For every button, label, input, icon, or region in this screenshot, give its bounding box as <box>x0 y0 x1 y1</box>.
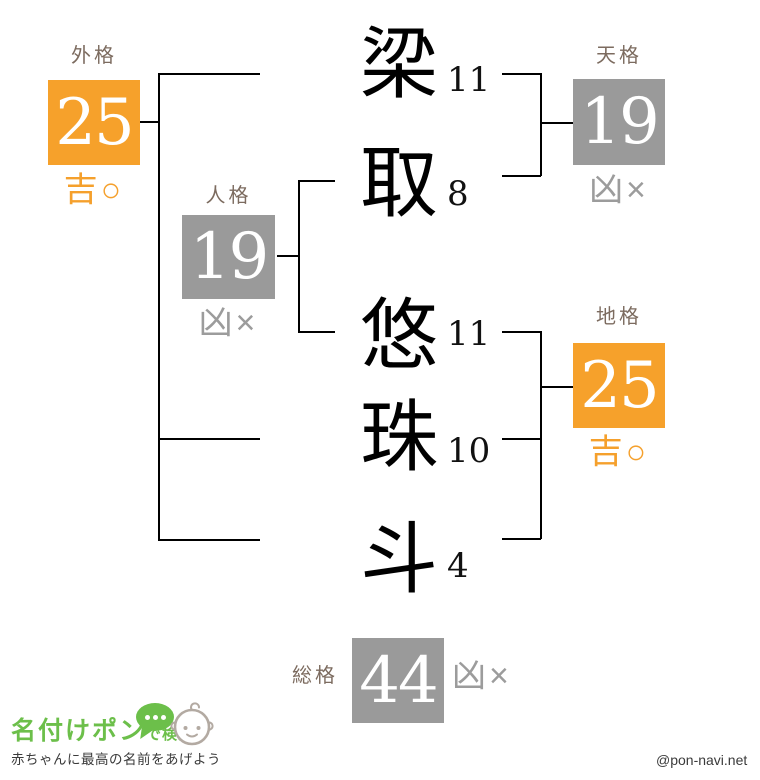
soukaku-judgment: 凶× <box>452 657 512 695</box>
chikaku-bracket-top-line <box>502 331 541 333</box>
name-char-3: 悠 <box>359 291 438 381</box>
jinkaku-judgment: 凶× <box>198 304 259 342</box>
jinkaku-bracket-vertical-line <box>298 180 300 332</box>
name-char-1: 梁 <box>359 20 438 110</box>
gaikaku-box-connector-line <box>140 121 158 123</box>
gaikaku-bracket-top-line <box>158 73 260 75</box>
stroke-count-1: 11 <box>447 60 491 100</box>
stroke-count-3: 11 <box>447 314 491 354</box>
tenkaku-bracket-vertical-line <box>540 73 542 176</box>
speech-bubble-dot <box>160 714 166 720</box>
gaikaku-judgment: 吉○ <box>63 171 125 209</box>
tenkaku-bracket-bottom-line <box>502 175 541 177</box>
tenkaku-value-box: 19 <box>573 79 665 165</box>
gaikaku-bracket-bottom-line <box>158 539 260 541</box>
tagline-text: 赤ちゃんに最高の名前をあげよう <box>11 752 221 767</box>
jinkaku-label: 人格 <box>205 185 252 207</box>
gaikaku-value-box: 25 <box>48 80 140 165</box>
name-char-4: 珠 <box>359 393 438 483</box>
jinkaku-bracket-bottom-line <box>298 331 335 333</box>
chikaku-bracket-mid-line <box>502 438 541 440</box>
chikaku-box-connector-line <box>540 386 573 388</box>
tenkaku-bracket-top-line <box>502 73 541 75</box>
tenkaku-box-connector-line <box>540 122 573 124</box>
tenkaku-label: 天格 <box>596 45 642 67</box>
logo-text: 名付けポン <box>11 717 147 745</box>
chikaku-value-box: 25 <box>573 343 665 428</box>
gaikaku-bracket-vertical-line <box>158 73 160 540</box>
speech-bubble-dot <box>144 714 150 720</box>
gaikaku-bracket-mid-line <box>158 438 260 440</box>
stroke-count-2: 8 <box>447 174 469 214</box>
chikaku-judgment: 吉○ <box>588 433 650 471</box>
stroke-count-4: 10 <box>447 431 491 471</box>
name-char-2: 取 <box>359 139 438 229</box>
jinkaku-value-box: 19 <box>182 215 275 299</box>
jinkaku-box-connector-line <box>277 255 298 257</box>
chikaku-bracket-bottom-line <box>502 538 541 540</box>
speech-bubble-dot <box>152 714 158 720</box>
gaikaku-label: 外格 <box>71 45 117 67</box>
soukaku-value-box: 44 <box>352 638 444 723</box>
soukaku-label: 総格 <box>292 665 338 687</box>
site-credit: @pon-navi.net <box>656 752 748 768</box>
chikaku-label: 地格 <box>596 306 642 328</box>
tenkaku-judgment: 凶× <box>589 171 649 209</box>
baby-face-icon <box>170 700 214 754</box>
jinkaku-bracket-top-line <box>298 180 335 182</box>
speech-bubble-icon <box>136 703 174 741</box>
chikaku-bracket-vertical-line <box>540 331 542 539</box>
name-char-5: 斗 <box>359 515 438 605</box>
speech-bubble-tail <box>140 727 155 741</box>
stroke-count-5: 4 <box>447 546 469 586</box>
